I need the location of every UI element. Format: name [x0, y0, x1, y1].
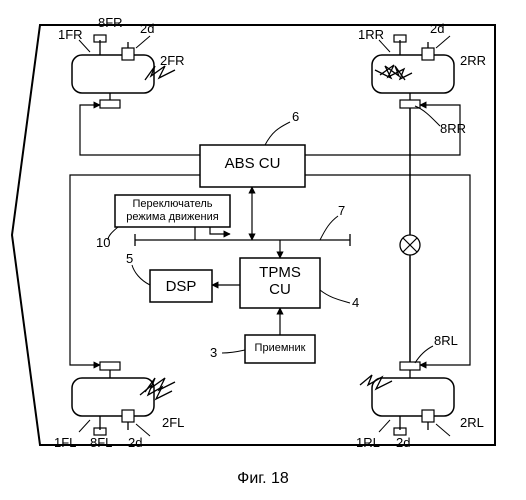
num-dsp: 5	[126, 252, 133, 265]
recv-label: Приемник	[245, 342, 315, 355]
burst-fr	[145, 66, 175, 80]
leader-tpms	[320, 290, 350, 303]
wheel-rl-sensor	[394, 362, 434, 435]
label-8fl: 8FL	[90, 436, 112, 449]
label-fr-2d: 2d	[140, 22, 154, 35]
wire-abs-fr	[80, 105, 200, 155]
wheel-rl	[372, 378, 454, 416]
leader-dsp	[132, 265, 150, 285]
label-2rl: 2RL	[460, 416, 484, 429]
burst-fl2	[140, 385, 172, 399]
label-8rr: 8RR	[440, 122, 466, 135]
diagram-svg	[0, 0, 526, 500]
leader-abs	[265, 122, 290, 145]
abs-label: ABS CU	[200, 155, 305, 172]
wheel-fl-sensor	[94, 362, 134, 435]
num-abs: 6	[292, 110, 299, 123]
leader-bus	[320, 216, 338, 240]
wheel-fr-sensor	[94, 35, 134, 108]
label-1fl: 1FL	[54, 436, 76, 449]
label-1rr: 1RR	[358, 28, 384, 41]
label-1rl: 1RL	[356, 436, 380, 449]
chassis-outline	[12, 25, 495, 445]
num-tpms: 4	[352, 296, 359, 309]
label-2rr: 2RR	[460, 54, 486, 67]
wire-abs-rr	[305, 105, 460, 155]
label-fl-2d: 2d	[128, 436, 142, 449]
label-rl-2d: 2d	[396, 436, 410, 449]
label-8fr: 8FR	[98, 16, 123, 29]
label-2fl: 2FL	[162, 416, 184, 429]
label-1fr: 1FR	[58, 28, 83, 41]
mode-label: Переключатель режима движения	[115, 198, 230, 223]
label-rr-2d: 2d	[430, 22, 444, 35]
num-bus: 7	[338, 204, 345, 217]
diagram-canvas: 1FR 8FR 2d 2FR 1RR 2d 2RR 8RR 1FL 8FL 2d…	[0, 0, 526, 500]
tpms-label: TPMS CU	[240, 264, 320, 299]
dsp-label: DSP	[150, 278, 212, 295]
num-recv: 3	[210, 346, 217, 359]
wheel-fl	[72, 378, 154, 416]
num-mode: 10	[96, 236, 110, 249]
leader-recv	[222, 350, 245, 353]
label-2fr: 2FR	[160, 54, 185, 67]
burst-rl	[360, 375, 392, 389]
figure-caption: Фиг. 18	[0, 470, 526, 488]
wheel-fr	[72, 55, 154, 93]
leader-8rl	[415, 346, 433, 363]
label-8rl: 8RL	[434, 334, 458, 347]
leader-8rr	[415, 106, 440, 126]
